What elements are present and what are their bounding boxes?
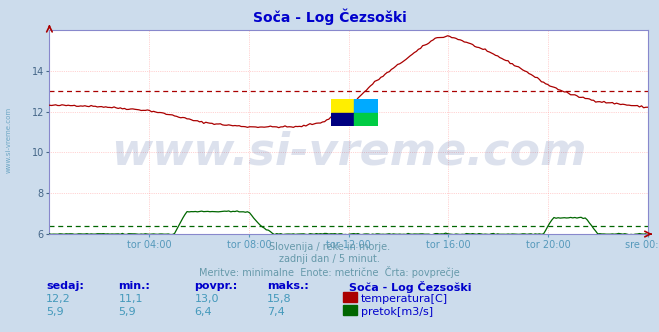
Text: 5,9: 5,9: [119, 307, 136, 317]
Text: Soča - Log Čezsoški: Soča - Log Čezsoški: [349, 281, 472, 292]
Bar: [355, 113, 378, 126]
Text: pretok[m3/s]: pretok[m3/s]: [361, 307, 433, 317]
Text: 7,4: 7,4: [267, 307, 285, 317]
Text: temperatura[C]: temperatura[C]: [361, 294, 448, 304]
Text: min.:: min.:: [119, 281, 150, 290]
Text: www.si-vreme.com: www.si-vreme.com: [5, 106, 12, 173]
Text: Soča - Log Čezsoški: Soča - Log Čezsoški: [252, 8, 407, 25]
Text: Meritve: minimalne  Enote: metrične  Črta: povprečje: Meritve: minimalne Enote: metrične Črta:…: [199, 266, 460, 278]
Text: povpr.:: povpr.:: [194, 281, 238, 290]
Text: sedaj:: sedaj:: [46, 281, 84, 290]
Text: 11,1: 11,1: [119, 294, 143, 304]
Text: 5,9: 5,9: [46, 307, 64, 317]
Text: maks.:: maks.:: [267, 281, 308, 290]
Bar: [331, 113, 355, 126]
Text: 12,2: 12,2: [46, 294, 71, 304]
Bar: [331, 99, 355, 113]
Text: zadnji dan / 5 minut.: zadnji dan / 5 minut.: [279, 254, 380, 264]
Text: 15,8: 15,8: [267, 294, 291, 304]
Text: Slovenija / reke in morje.: Slovenija / reke in morje.: [269, 242, 390, 252]
Text: 13,0: 13,0: [194, 294, 219, 304]
Bar: [355, 99, 378, 113]
Text: www.si-vreme.com: www.si-vreme.com: [111, 131, 587, 174]
Text: 6,4: 6,4: [194, 307, 212, 317]
